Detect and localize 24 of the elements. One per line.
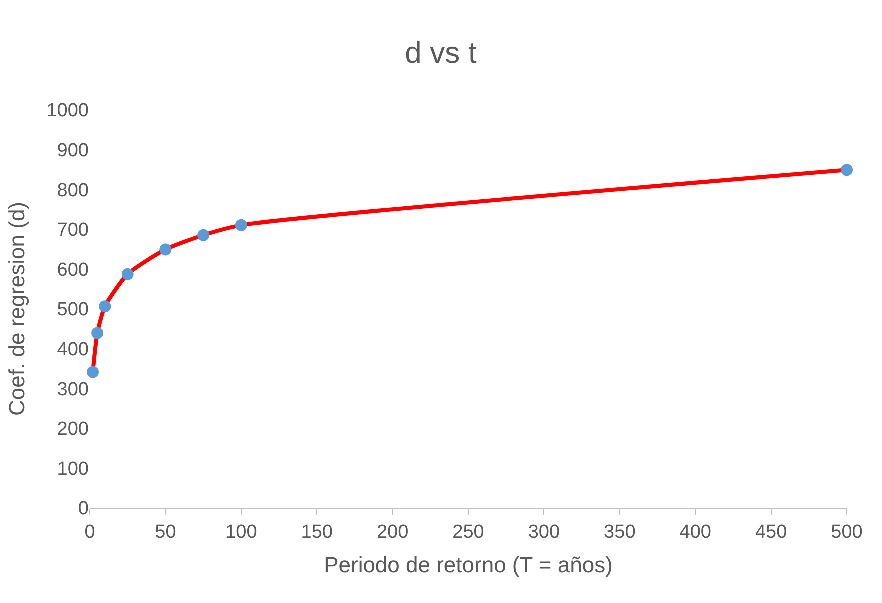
x-tick-label: 250 [452,522,484,543]
y-tick-label: 1000 [46,100,89,122]
y-tick-label: 100 [57,458,89,480]
x-tick-label: 500 [831,522,863,543]
y-axis-title: Coef. de regresion (d) [4,202,30,416]
y-tick-label: 200 [57,419,89,440]
y-tick-label: 0 [78,498,89,520]
y-tick-label: 500 [57,300,89,321]
x-axis-title: Periodo de retorno (T = años) [324,552,613,578]
y-tick-label: 900 [57,140,89,162]
x-tick-label: 150 [301,522,333,543]
chart-title: d vs t [405,37,478,70]
x-tick-label: 300 [528,522,560,543]
x-tick-label: 200 [376,522,409,543]
y-tick-label: 400 [57,339,89,360]
x-tick-label: 450 [755,522,788,543]
y-tick-label: 800 [57,180,89,202]
y-tick-label: 600 [57,260,89,281]
y-tick-label: 700 [57,220,89,242]
x-tick-label: 400 [680,522,712,543]
x-tick-label: 100 [226,522,258,543]
x-tick-label: 350 [604,522,636,543]
y-tick-label: 300 [57,379,89,400]
x-tick-label: 50 [155,522,176,543]
